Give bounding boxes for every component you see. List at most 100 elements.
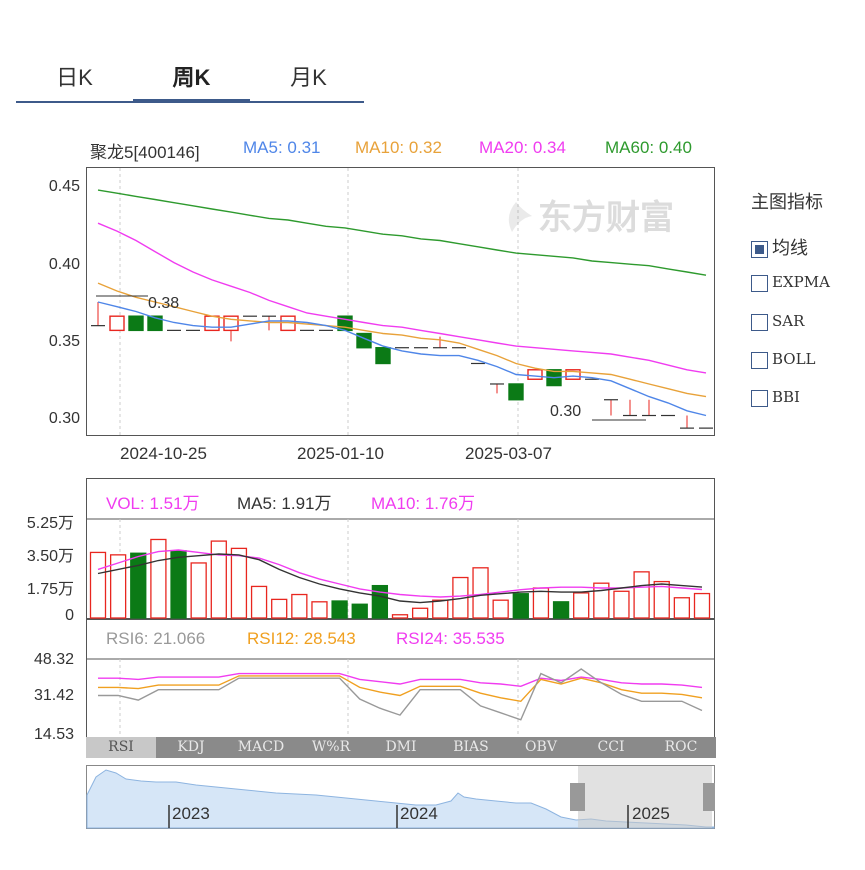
rsi24-legend: RSI24: 35.535 xyxy=(396,629,505,648)
checkbox-icon xyxy=(751,274,768,292)
date-tick: 2025-03-07 xyxy=(465,444,552,463)
volume-bar xyxy=(532,587,550,619)
volume-bar xyxy=(89,551,107,619)
volume-bar xyxy=(593,582,610,619)
rsi6-line xyxy=(98,668,703,721)
indicator-option-sar[interactable]: SAR xyxy=(751,312,804,334)
tab-active-indicator xyxy=(133,99,250,103)
volume-bar xyxy=(653,580,670,619)
ma10-line xyxy=(97,282,707,398)
candle-body xyxy=(508,383,524,401)
indicator-tab-rsi[interactable]: RSI xyxy=(86,737,156,758)
volume-bar xyxy=(311,601,328,619)
tab-month-k[interactable]: 月K xyxy=(290,65,327,90)
volume-bar xyxy=(170,550,187,619)
low-annotation: 0.30 xyxy=(550,403,646,421)
price-chart[interactable]: 东方财富 0.38 0.30 xyxy=(86,167,716,437)
option-label: BBI xyxy=(772,388,800,406)
option-label: BOLL xyxy=(772,350,816,368)
volume-bar xyxy=(573,592,590,619)
volume-bar xyxy=(150,538,167,619)
volume-bar xyxy=(351,603,368,619)
candle-body xyxy=(109,315,125,332)
volume-bar xyxy=(130,552,147,619)
price-tick: 0.40 xyxy=(48,256,80,273)
ma20-line xyxy=(97,222,707,374)
navigator-year: 2025 xyxy=(632,804,670,823)
tab-day-k[interactable]: 日K xyxy=(56,65,93,90)
volume-bar xyxy=(230,547,248,619)
rsi-tick: 31.42 xyxy=(33,687,74,704)
main-indicator-title: 主图指标 xyxy=(751,192,823,212)
price-tick: 0.45 xyxy=(48,178,80,195)
vol-tick: 0 xyxy=(65,607,74,624)
volume-bar xyxy=(190,562,207,619)
indicator-tab-macd[interactable]: MACD xyxy=(237,739,285,755)
price-chart-frame xyxy=(86,167,715,436)
vol-tick: 3.50万 xyxy=(26,548,74,565)
volume-bar xyxy=(673,597,691,619)
high-label: 0.38 xyxy=(148,295,179,312)
indicator-option-bbi[interactable]: BBI xyxy=(751,388,800,410)
tab-week-k[interactable]: 周K xyxy=(172,65,211,90)
candle-body xyxy=(375,347,391,365)
volume-bar xyxy=(633,571,650,619)
volume-bar xyxy=(693,592,711,619)
price-tick: 0.30 xyxy=(48,410,80,427)
indicator-tab-wr[interactable]: W%R xyxy=(311,739,351,755)
watermark: 东方财富 xyxy=(538,198,674,238)
vol-legend: VOL: 1.51万 xyxy=(106,494,200,513)
candle-body xyxy=(128,315,144,332)
rsi-tick: 48.32 xyxy=(33,651,74,668)
rsi-chart-frame xyxy=(86,619,715,738)
vol-ma5-line xyxy=(97,553,703,604)
navigator-right-handle[interactable] xyxy=(703,783,715,811)
ma20-legend: MA20: 0.34 xyxy=(479,138,566,157)
indicator-option-expma[interactable]: EXPMA xyxy=(751,273,830,295)
indicator-option-boll[interactable]: BOLL xyxy=(751,350,816,372)
volume-bar xyxy=(250,585,268,619)
volume-chart[interactable] xyxy=(86,478,716,619)
vol-tick: 5.25万 xyxy=(26,515,74,532)
option-label: 均线 xyxy=(772,238,808,258)
range-navigator[interactable] xyxy=(86,765,716,829)
indicator-option-ma[interactable]: 均线 xyxy=(751,234,808,258)
indicator-tab-bias[interactable]: BIAS xyxy=(453,739,489,755)
stock-name: 聚龙5[400146] xyxy=(90,143,200,162)
volume-bar xyxy=(371,584,389,619)
vol-ma5-legend: MA5: 1.91万 xyxy=(237,494,332,513)
navigator-left-handle[interactable] xyxy=(570,783,585,811)
indicator-tab-cci[interactable]: CCI xyxy=(597,739,625,755)
volume-bar xyxy=(613,590,630,619)
navigator-selection[interactable] xyxy=(578,766,712,828)
volume-bar xyxy=(291,593,308,619)
vol-ma10-line xyxy=(97,549,703,598)
indicator-tab-obv[interactable]: OBV xyxy=(525,739,557,755)
checkbox-icon xyxy=(751,313,768,331)
vol-tick: 1.75万 xyxy=(26,581,74,598)
checkbox-icon xyxy=(751,389,768,407)
candle-body xyxy=(527,369,543,380)
rsi6-legend: RSI6: 21.066 xyxy=(106,629,206,648)
navigator-year: 2023 xyxy=(172,804,210,823)
rsi24-line xyxy=(98,672,703,689)
volume-bars xyxy=(89,538,711,619)
checkbox-icon xyxy=(751,240,768,258)
indicator-tab-kdj[interactable]: KDJ xyxy=(177,739,205,755)
rsi-tick: 14.53 xyxy=(33,726,74,743)
candle-body xyxy=(147,315,163,332)
volume-bar xyxy=(210,540,227,619)
volume-bar xyxy=(472,567,489,619)
volume-bar xyxy=(432,599,449,619)
indicator-tab-dmi[interactable]: DMI xyxy=(385,739,417,755)
rsi12-legend: RSI12: 28.543 xyxy=(247,629,356,648)
rsi-chart[interactable] xyxy=(86,619,716,738)
low-label: 0.30 xyxy=(550,403,581,420)
checkbox-icon xyxy=(751,351,768,369)
date-tick: 2025-01-10 xyxy=(297,444,384,463)
volume-bar xyxy=(331,600,348,619)
volume-bar xyxy=(411,607,429,619)
watermark-logo xyxy=(508,202,532,232)
rsi-lines xyxy=(98,668,703,721)
indicator-tab-roc[interactable]: ROC xyxy=(664,739,698,755)
